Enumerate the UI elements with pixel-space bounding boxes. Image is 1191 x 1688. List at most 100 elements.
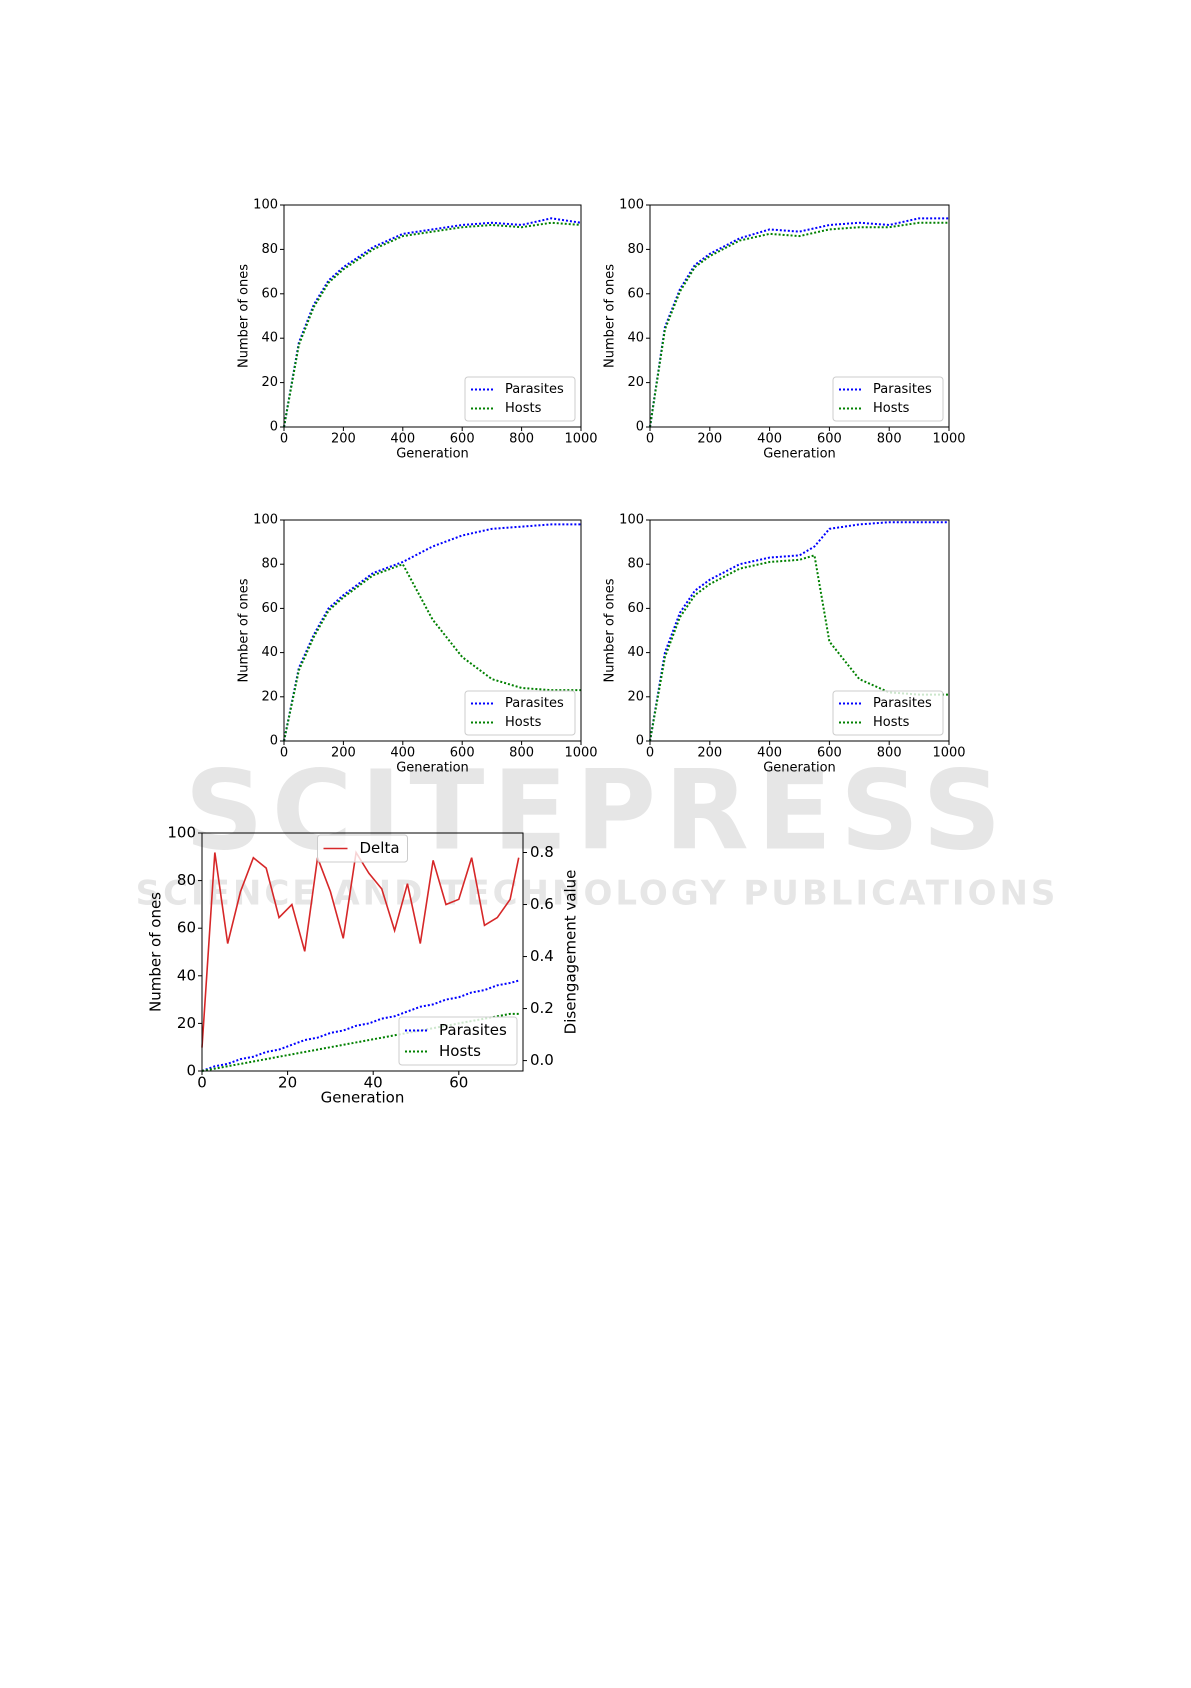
x-tick-label: 200	[697, 746, 722, 761]
x-tick-label: 400	[390, 746, 415, 761]
x-tick-label: 20	[278, 1074, 297, 1092]
x-tick-label: 400	[757, 746, 782, 761]
chart: 0 200 400 600 800 1000 0 20 40 60 80 100 Generation N…	[603, 198, 966, 462]
x-axis-label: Generation	[396, 447, 469, 462]
watermark-subtitle: SCIENCE AND TECHNOLOGY PUBLICATIONS	[136, 874, 1059, 914]
legend-box	[832, 376, 944, 422]
x-tick-label: 0	[197, 1074, 207, 1092]
y-tick-label: 40	[261, 645, 278, 660]
x-tick-label: 200	[697, 432, 722, 447]
legend-box	[317, 834, 408, 863]
x-tick-label: 0	[646, 432, 654, 447]
y-tick-label: 60	[261, 601, 278, 616]
y2-axis-label: Disengagement value	[562, 870, 580, 1035]
watermark-title: SCITEPRESS	[184, 746, 1009, 874]
y-tick-label: 40	[177, 966, 196, 984]
y-tick-label: 60	[261, 286, 278, 301]
series-line	[283, 562, 581, 742]
x-tick-label: 40	[364, 1074, 383, 1092]
y-tick-label: 60	[627, 286, 644, 301]
y2-tick-label: 0.0	[530, 1051, 554, 1069]
series-line	[649, 554, 949, 742]
y-axis-label: Number of ones	[237, 264, 252, 368]
x-tick-label: 200	[331, 746, 356, 761]
y-tick-label: 20	[261, 375, 278, 390]
x-tick-label: 400	[757, 432, 782, 447]
legend-label: Parasites	[505, 696, 564, 711]
y-axis-label: Number of ones	[603, 264, 618, 368]
axes-frame	[649, 204, 950, 428]
x-tick-label: 400	[390, 432, 415, 447]
x-tick-label: 0	[280, 746, 288, 761]
y-tick-label: 80	[627, 557, 644, 572]
y-tick-label: 20	[627, 689, 644, 704]
x-tick-label: 1000	[932, 432, 965, 447]
legend-label: Parasites	[439, 1021, 507, 1039]
chart: 0 200 400 600 800 1000 0 20 40 60 80 100 Generation N…	[237, 198, 598, 462]
y-tick-label: 20	[261, 689, 278, 704]
y-tick-label: 100	[253, 198, 278, 213]
legend-label: Delta	[360, 839, 400, 857]
x-tick-label: 600	[817, 746, 842, 761]
y-tick-label: 60	[627, 601, 644, 616]
x-tick-label: 1000	[932, 746, 965, 761]
series-line	[201, 850, 520, 1048]
y-tick-label: 0	[270, 734, 278, 749]
y-axis-label: Number of ones	[237, 578, 252, 682]
x-tick-label: 600	[450, 432, 475, 447]
y-tick-label: 80	[177, 871, 196, 889]
x-axis-label: Generation	[396, 761, 469, 776]
y-tick-label: 100	[253, 513, 278, 528]
y-tick-label: 20	[627, 375, 644, 390]
x-tick-label: 600	[450, 746, 475, 761]
x-tick-label: 800	[509, 432, 534, 447]
x-axis-label: Generation	[763, 761, 836, 776]
series-line	[283, 221, 582, 428]
legend-label: Hosts	[505, 715, 542, 730]
legend-box	[464, 376, 576, 422]
legend-label: Hosts	[439, 1042, 481, 1060]
x-tick-label: 60	[449, 1074, 468, 1092]
y-tick-label: 0	[636, 420, 644, 435]
x-axis-label: Generation	[763, 447, 836, 462]
y-tick-label: 0	[636, 734, 644, 749]
y2-tick-label: 0.8	[530, 843, 554, 861]
y-tick-label: 20	[177, 1014, 196, 1032]
y-tick-label: 80	[261, 242, 278, 257]
x-tick-label: 800	[509, 746, 534, 761]
y-tick-label: 0	[186, 1062, 196, 1080]
y-tick-label: 40	[261, 331, 278, 346]
legend-box	[832, 690, 944, 736]
legend-label: Hosts	[873, 715, 910, 730]
legend-label: Parasites	[873, 382, 932, 397]
y2-tick-label: 0.4	[530, 947, 554, 965]
x-tick-label: 1000	[564, 746, 597, 761]
legend-box	[398, 1016, 518, 1066]
x-tick-label: 800	[877, 432, 902, 447]
legend-label: Hosts	[873, 401, 910, 416]
axes-frame	[201, 832, 524, 1072]
legend-label: Parasites	[505, 382, 564, 397]
y-axis-label: Number of ones	[147, 892, 165, 1012]
y-tick-label: 80	[261, 557, 278, 572]
y-tick-label: 40	[627, 331, 644, 346]
legend-label: Hosts	[505, 401, 542, 416]
y-tick-label: 0	[270, 420, 278, 435]
y-tick-label: 100	[619, 198, 644, 213]
y2-tick-label: 0.6	[530, 895, 554, 913]
legend-box	[464, 690, 576, 736]
y-tick-label: 80	[627, 242, 644, 257]
legend-label: Parasites	[873, 696, 932, 711]
y-tick-label: 100	[619, 513, 644, 528]
x-tick-label: 600	[817, 432, 842, 447]
chart: 0 200 400 600 800 1000 0 20 40 60 80 100 Generation N…	[603, 513, 966, 776]
y2-tick-label: 0.2	[530, 999, 554, 1017]
x-axis-label: Generation	[321, 1089, 405, 1107]
series-line	[649, 521, 949, 742]
series-line	[283, 523, 581, 742]
x-tick-label: 1000	[564, 432, 597, 447]
y-axis-label: Number of ones	[603, 578, 618, 682]
chart: 0 20 40 60 0 20 40 60 80 100 0.0 0.2 0.4 0.6 0.8 Genera…	[147, 824, 580, 1107]
x-tick-label: 200	[331, 432, 356, 447]
